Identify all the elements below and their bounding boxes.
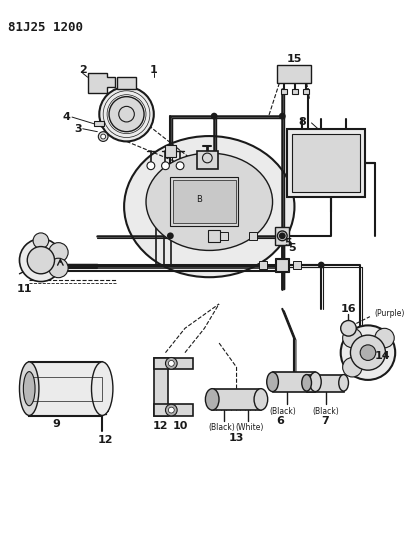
Text: 3: 3 [74,124,82,134]
Bar [277,66,312,83]
Bar [307,375,344,392]
Text: 5: 5 [288,244,296,254]
Circle shape [279,232,286,239]
Circle shape [98,132,108,141]
Circle shape [166,358,177,369]
Bar [154,358,193,369]
Text: 81J25 1200: 81J25 1200 [8,21,83,34]
Circle shape [169,360,174,366]
Circle shape [343,358,362,377]
Circle shape [101,134,106,139]
Circle shape [20,239,62,281]
Ellipse shape [23,372,35,406]
Bar [292,134,360,192]
Circle shape [202,153,212,163]
Bar [197,151,218,168]
Text: (White): (White) [235,423,263,432]
Bar [212,389,261,410]
Circle shape [375,328,394,348]
Ellipse shape [124,136,294,277]
Ellipse shape [267,372,279,392]
Text: 9: 9 [52,419,61,429]
Text: B: B [197,195,202,204]
Circle shape [101,78,109,86]
Circle shape [166,404,177,416]
Ellipse shape [339,375,348,391]
Bar [208,230,220,241]
Text: 8: 8 [298,117,306,127]
Text: 6: 6 [276,416,284,426]
Bar [292,89,298,94]
Circle shape [169,407,174,413]
Bar [276,259,288,271]
Bar [170,177,238,226]
Circle shape [147,162,155,169]
Ellipse shape [205,389,219,410]
Text: (Purple): (Purple) [375,309,405,318]
Circle shape [33,233,49,248]
Circle shape [343,328,362,348]
Ellipse shape [146,153,272,251]
Circle shape [109,96,144,132]
Circle shape [27,247,54,274]
Text: (Black): (Black) [209,423,235,432]
Text: 12: 12 [97,435,113,445]
Polygon shape [88,73,115,93]
Text: 10: 10 [173,421,188,431]
Ellipse shape [92,362,113,415]
Text: 4: 4 [62,112,70,122]
Circle shape [279,112,286,119]
Text: 16: 16 [341,304,356,314]
Circle shape [318,262,325,269]
Circle shape [119,107,134,122]
Text: 13: 13 [229,433,244,443]
Text: 7: 7 [321,416,329,426]
Text: 1: 1 [150,66,158,75]
Circle shape [49,243,68,262]
Circle shape [49,258,68,278]
Ellipse shape [254,389,267,410]
Circle shape [162,162,169,169]
Bar [259,261,267,269]
Bar [281,89,287,94]
Bar [293,261,301,269]
Bar [29,362,102,416]
Bar [94,121,104,126]
Circle shape [360,345,376,360]
Text: 15: 15 [286,54,302,63]
Bar [272,372,315,392]
Text: 14: 14 [375,351,390,360]
Ellipse shape [20,362,39,415]
Text: 5: 5 [284,238,292,248]
Circle shape [167,232,174,239]
Text: 12: 12 [153,421,169,431]
Text: 11: 11 [17,285,32,294]
Bar [154,404,193,416]
Bar [117,77,136,89]
Bar [29,377,102,401]
Bar [287,129,365,197]
Bar [220,232,228,240]
Bar [303,89,308,94]
Circle shape [341,325,395,380]
Circle shape [341,320,356,336]
Text: (Black): (Black) [313,407,339,416]
Circle shape [277,231,287,241]
Text: 2: 2 [79,66,87,75]
Circle shape [99,87,154,141]
Bar [154,358,169,416]
Bar [249,232,257,240]
Circle shape [90,78,98,86]
Circle shape [211,112,218,119]
Circle shape [176,162,184,169]
Bar [276,258,289,272]
Circle shape [351,335,385,370]
Bar [173,180,236,223]
Ellipse shape [310,372,321,392]
Text: (Black): (Black) [269,407,296,416]
Ellipse shape [302,375,312,391]
Bar [164,146,176,157]
Bar [276,227,289,245]
